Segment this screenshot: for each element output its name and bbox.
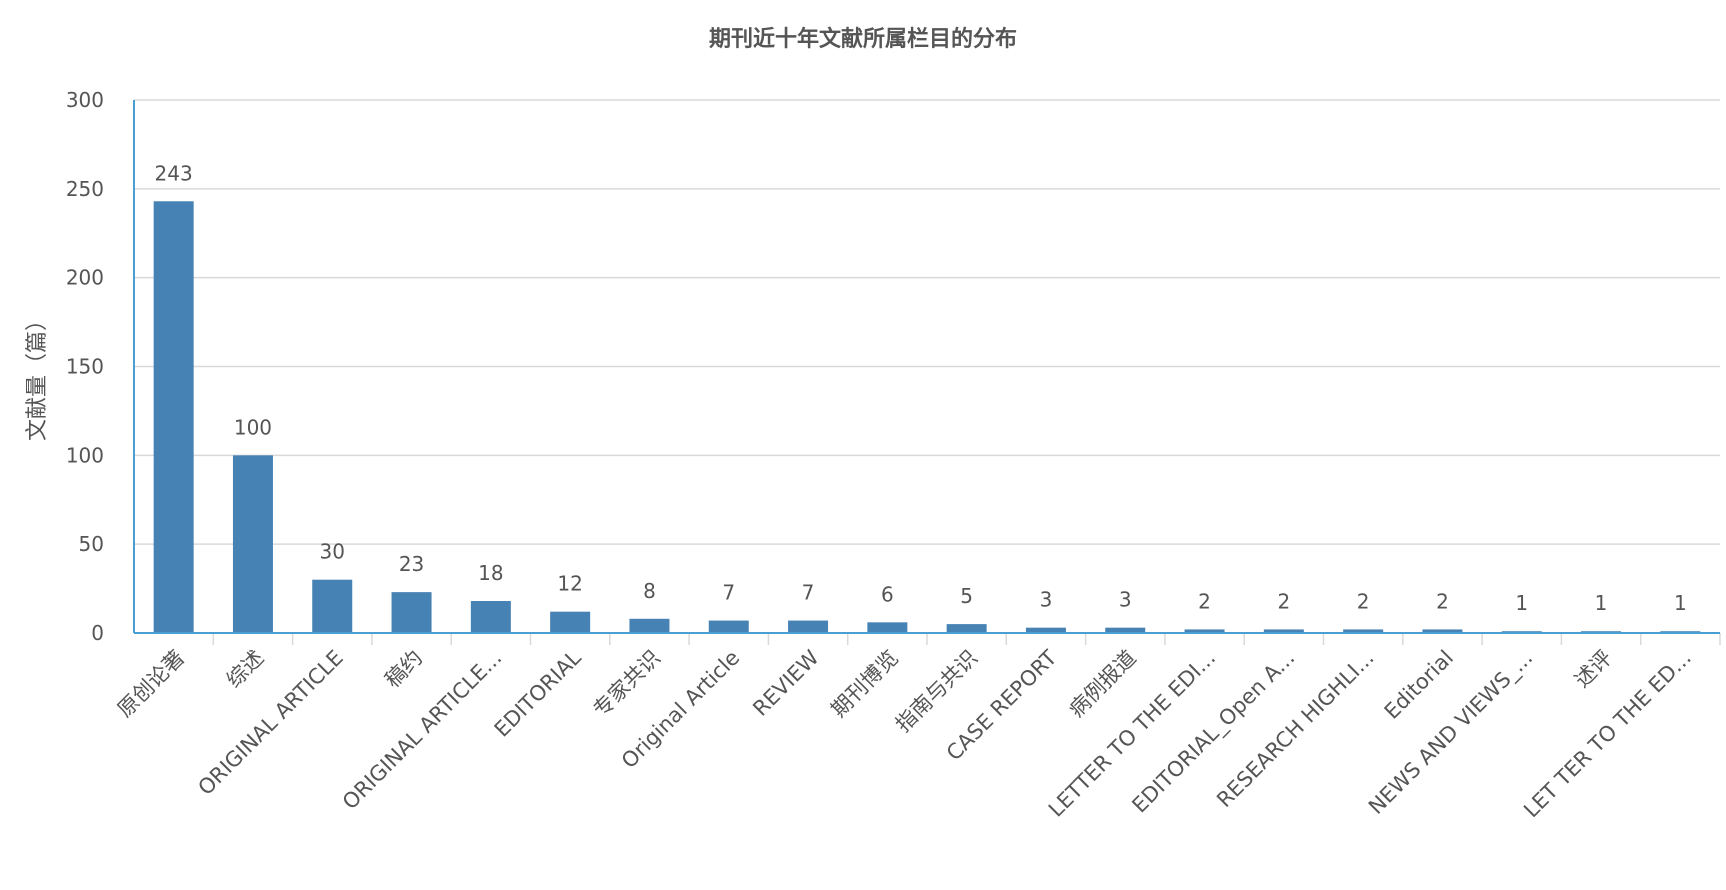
- bar[interactable]: [867, 622, 908, 633]
- bar[interactable]: [1105, 627, 1146, 633]
- data-label: 18: [478, 561, 503, 585]
- data-label: 7: [802, 581, 815, 605]
- bar[interactable]: [550, 611, 591, 633]
- x-tick-label: Editorial: [1380, 646, 1458, 724]
- x-tick-label: ORIGINAL ARTICLE...: [338, 646, 507, 815]
- bar[interactable]: [629, 618, 670, 633]
- data-labels: 243 100 30 23 18 12 8 7 7 6 5 3 3 2 2 2 2 1 1 1: [155, 161, 1687, 615]
- bar[interactable]: [788, 620, 829, 633]
- data-label: 243: [155, 161, 193, 185]
- data-label: 1: [1674, 591, 1687, 615]
- data-label: 30: [320, 540, 345, 564]
- bar[interactable]: [470, 601, 511, 633]
- data-label: 7: [722, 581, 735, 605]
- data-label: 5: [960, 584, 973, 608]
- y-tick-label: 150: [66, 355, 104, 379]
- bar[interactable]: [946, 624, 987, 633]
- y-tick-label: 50: [79, 532, 104, 556]
- data-label: 2: [1436, 589, 1449, 613]
- y-axis-title: 文献量（篇）: [25, 309, 50, 441]
- x-tick-label: ORIGINAL ARTICLE: [193, 646, 347, 800]
- x-tick-label: NEWS AND VIEWS_...: [1364, 646, 1538, 820]
- chart-title: 期刊近十年文献所属栏目的分布: [709, 26, 1017, 52]
- x-tick-label: EDITORIAL: [490, 645, 586, 741]
- bar[interactable]: [232, 455, 273, 633]
- data-label: 6: [881, 582, 894, 606]
- grid-lines: [134, 99, 1720, 545]
- y-tick-label: 300: [66, 88, 104, 112]
- x-tick-label: 稿约: [380, 646, 427, 693]
- bar[interactable]: [708, 620, 749, 633]
- y-tick-label: 250: [66, 177, 104, 201]
- data-label: 3: [1119, 588, 1132, 612]
- y-tick-label: 100: [66, 443, 104, 467]
- data-label: 3: [1040, 588, 1053, 612]
- data-label: 2: [1198, 589, 1211, 613]
- data-label: 1: [1595, 591, 1608, 615]
- y-tick-label: 0: [91, 621, 104, 645]
- bar[interactable]: [1422, 629, 1463, 633]
- bar[interactable]: [1343, 629, 1384, 633]
- bar[interactable]: [1184, 629, 1225, 633]
- data-label: 23: [399, 552, 424, 576]
- x-tick-label: LET TER TO THE ED...: [1519, 646, 1696, 823]
- y-axis-ticks: 0 50 100 150 200 250 300: [66, 88, 104, 645]
- bar[interactable]: [312, 579, 353, 633]
- bar[interactable]: [391, 592, 432, 633]
- bar[interactable]: [153, 201, 194, 633]
- x-tick-label: 期刊博览: [827, 646, 903, 722]
- axes: [133, 100, 1721, 645]
- data-label: 12: [557, 572, 582, 596]
- x-tick-label: 专家共识: [589, 646, 665, 722]
- data-label: 1: [1515, 591, 1528, 615]
- x-tick-label: 综述: [222, 646, 269, 693]
- x-tick-label: RESEARCH HIGHLI...: [1212, 646, 1379, 813]
- bar[interactable]: [1263, 629, 1304, 633]
- data-label: 100: [234, 415, 272, 439]
- x-tick-label: 原创论著: [113, 646, 189, 722]
- data-label: 2: [1357, 589, 1370, 613]
- data-label: 2: [1277, 589, 1290, 613]
- x-tick-label: 述评: [1570, 646, 1617, 693]
- x-tick-label: 病例报道: [1064, 646, 1140, 722]
- bar[interactable]: [1025, 627, 1066, 633]
- bars: [153, 201, 1701, 633]
- data-label: 8: [643, 579, 656, 603]
- y-tick-label: 200: [66, 266, 104, 290]
- x-tick-label: REVIEW: [748, 645, 823, 720]
